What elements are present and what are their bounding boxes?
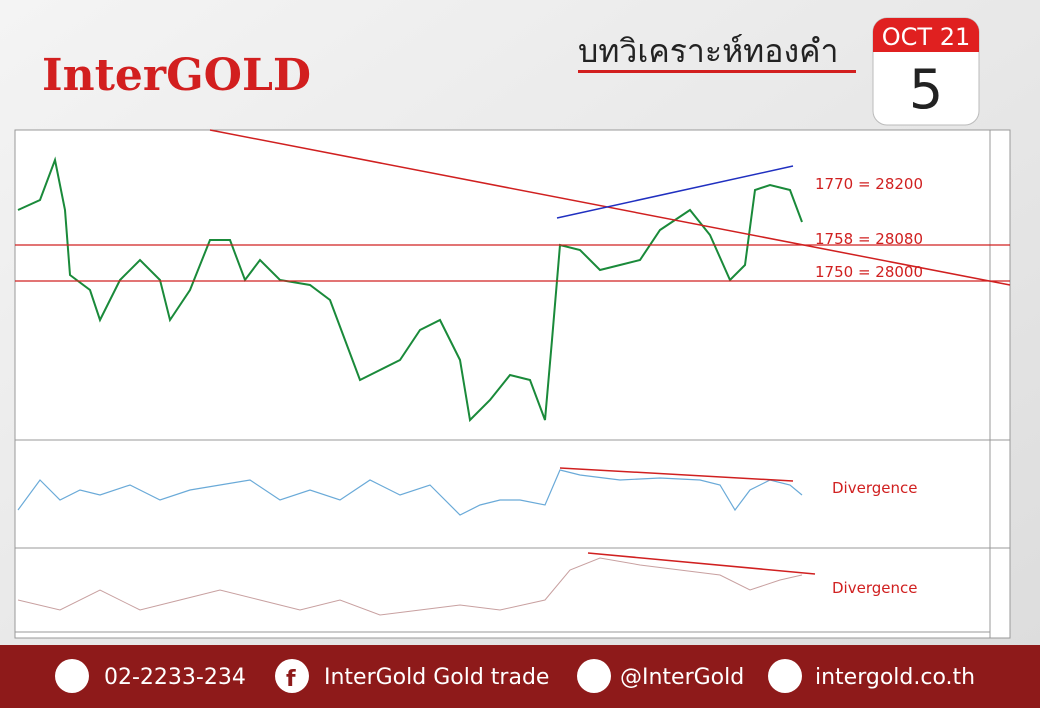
footer-website: intergold.co.th [815,665,975,690]
phone-icon [55,659,89,693]
macd-line [17,557,803,616]
resistance-line [556,165,794,219]
facebook-glyph: f [286,667,296,692]
macd-divergence-line [587,552,816,575]
title-underline [578,70,856,73]
footer-phone: 02-2233-234 [104,665,246,690]
footer-band [0,645,1040,708]
line-icon [577,659,611,693]
macd-annotation: Divergence [832,579,917,597]
footer-line: @InterGold [620,665,744,690]
rsi-divergence-line [559,467,794,482]
facebook-icon [275,659,309,693]
calendar-icon: OCT 21 5 [872,17,980,126]
rsi-line [17,469,803,516]
footer-facebook: InterGold Gold trade [324,665,549,690]
chart-panel: 1770 = 28200 1758 = 28080 1750 = 28000 D… [14,129,1011,639]
rsi-annotation: Divergence [832,479,917,497]
level-annotation: 1758 = 28080 [815,230,923,248]
calendar-month: OCT 21 [882,23,970,51]
brand-logo: InterGOLD [42,50,311,101]
page-title: บทวิเคราะห์ทองคำ [578,32,838,70]
level-annotation: 1750 = 28000 [815,263,923,281]
trend-line [209,129,1011,286]
level-annotation: 1770 = 28200 [815,175,923,193]
calendar-day: 5 [909,58,943,121]
globe-icon [768,659,802,693]
